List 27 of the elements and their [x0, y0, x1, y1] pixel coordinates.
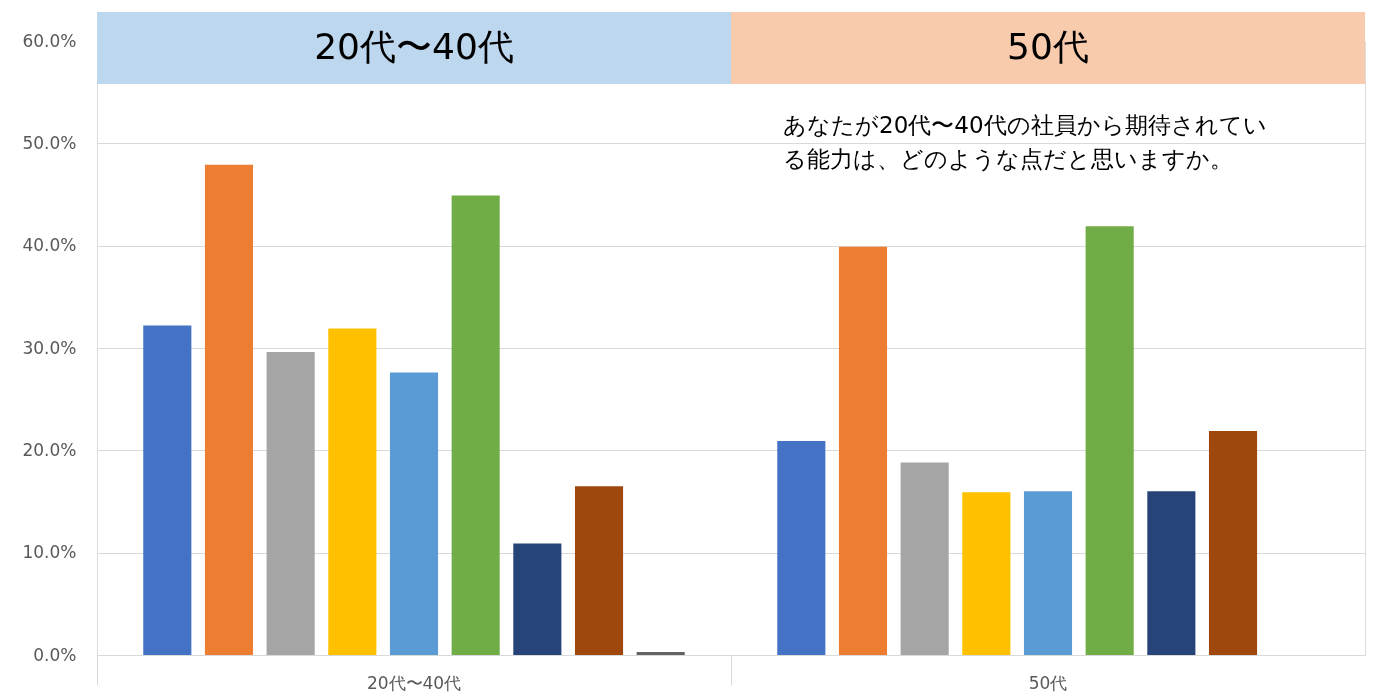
- bar: [1085, 226, 1134, 655]
- y-tick-label: 60.0%: [22, 30, 77, 51]
- bar: [636, 651, 685, 655]
- bar: [962, 492, 1011, 655]
- bar: [574, 486, 624, 655]
- bar: [1208, 430, 1258, 655]
- bar: [451, 195, 500, 655]
- category-label: 20代〜40代: [366, 672, 462, 693]
- bar: [777, 441, 826, 655]
- y-tick-label: 20.0%: [22, 439, 77, 460]
- bar: [389, 372, 439, 655]
- bar: [204, 164, 254, 655]
- category-label: 50代: [1028, 672, 1068, 693]
- y-tick-label: 40.0%: [22, 235, 77, 256]
- bar: [266, 352, 315, 655]
- text: あなたが20代〜40代の社員から期待されている能力は、どのような点だと思いますか。: [783, 112, 1267, 172]
- bar: [513, 543, 562, 655]
- y-tick-label: 0.0%: [33, 644, 77, 665]
- bar: [838, 246, 888, 655]
- bar: [1023, 491, 1073, 655]
- y-tick-label: 50.0%: [22, 132, 77, 153]
- y-tick-label: 10.0%: [22, 542, 77, 563]
- y-tick-label: 30.0%: [22, 337, 77, 358]
- bar: [900, 462, 949, 655]
- bar: [328, 328, 377, 655]
- bar: [1147, 491, 1196, 655]
- bar: [143, 325, 192, 655]
